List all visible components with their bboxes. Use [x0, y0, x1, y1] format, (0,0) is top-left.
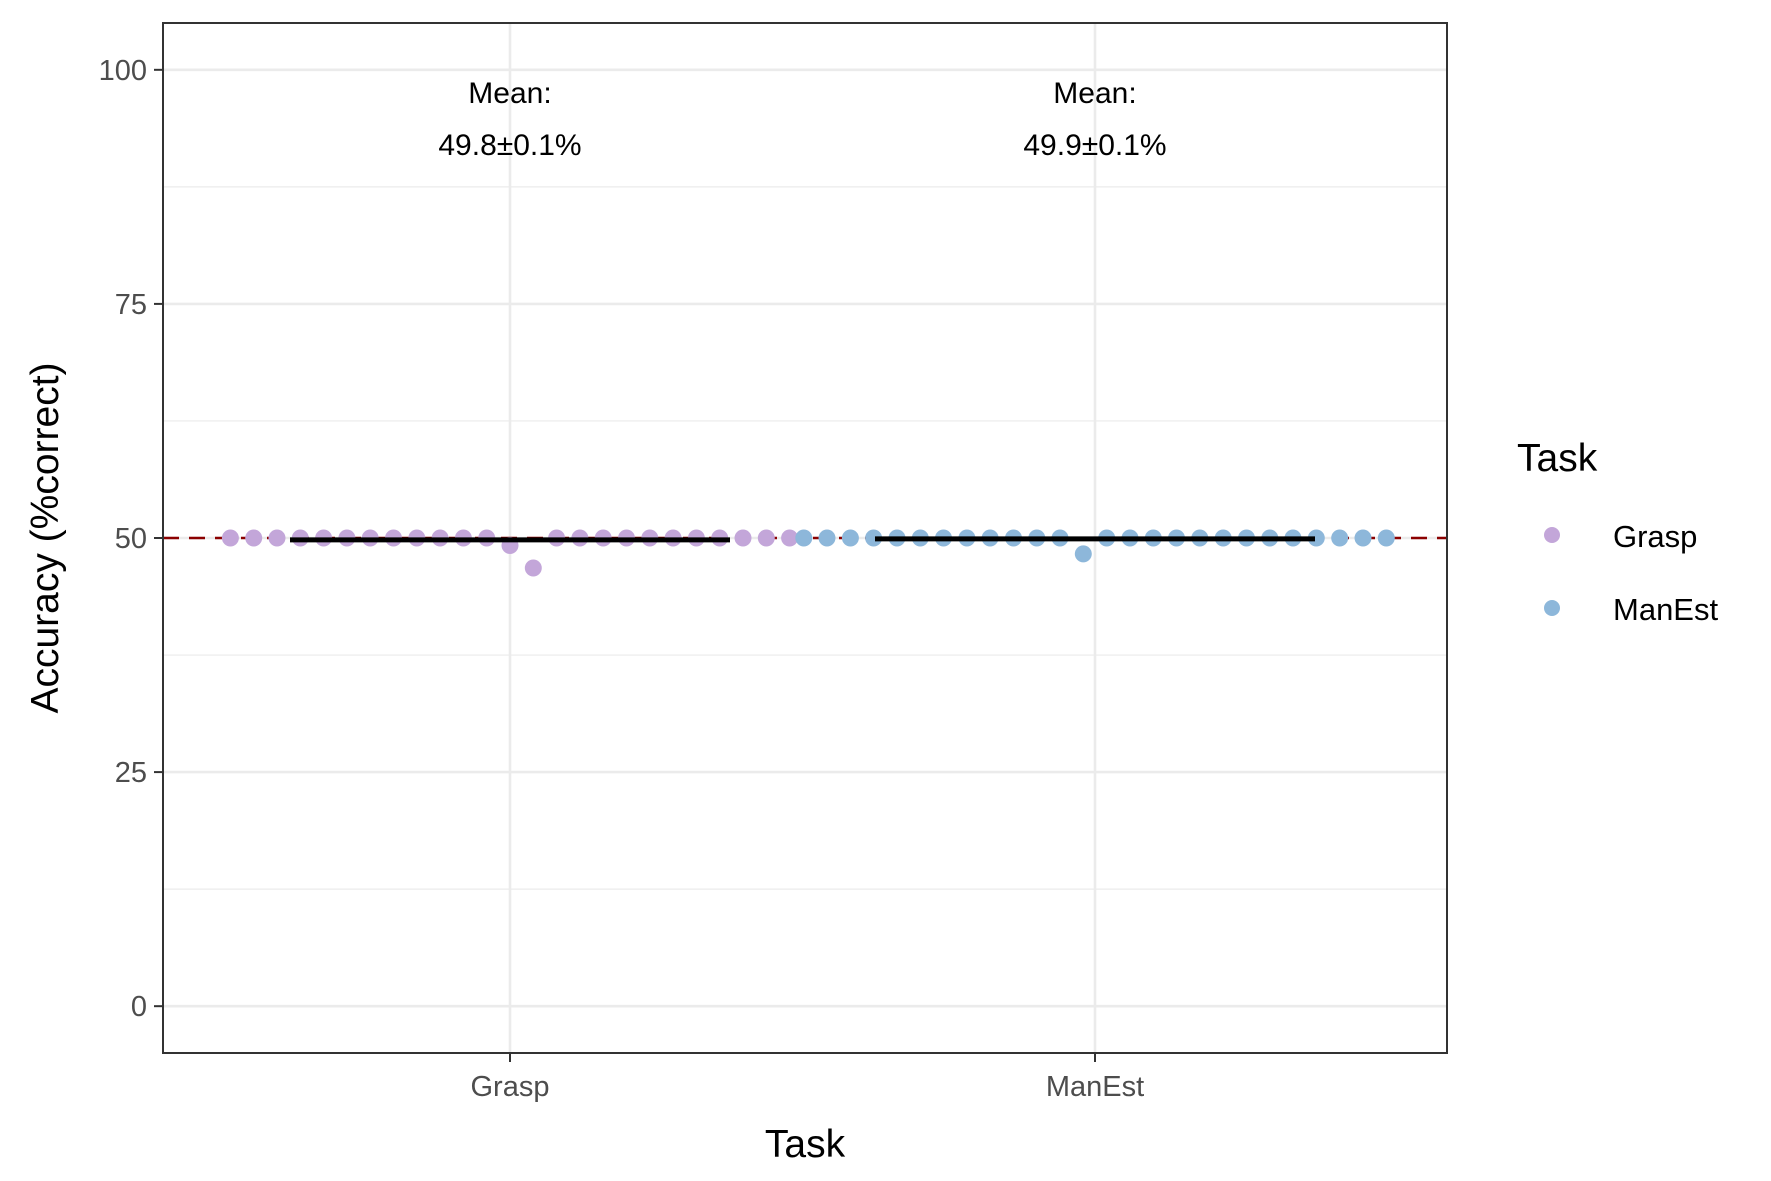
y-tick-label: 100: [99, 55, 147, 87]
legend: Task Grasp ManEst: [1517, 437, 1718, 627]
y-tick-label: 50: [115, 523, 147, 555]
x-axis: Grasp ManEst: [471, 1053, 1144, 1103]
data-point-grasp: [781, 529, 799, 547]
data-point-manest: [795, 529, 813, 547]
mean-annotation-label: Mean:: [468, 77, 551, 110]
mean-annotation-label: Mean:: [1053, 77, 1136, 110]
data-point-grasp: [734, 529, 752, 547]
data-point-manest: [1377, 529, 1395, 547]
y-tick-label: 0: [131, 991, 147, 1023]
y-axis-title: Accuracy (%correct): [24, 362, 67, 713]
data-point-grasp: [221, 529, 239, 547]
data-point-manest: [1354, 529, 1372, 547]
data-point-manest: [1307, 529, 1325, 547]
mean-annotation-value: 49.9±0.1%: [1023, 129, 1166, 162]
data-point-grasp: [757, 529, 775, 547]
data-point-grasp: [245, 529, 263, 547]
data-point-grasp: [524, 559, 542, 577]
data-point-manest: [1331, 529, 1349, 547]
data-point-manest: [818, 529, 836, 547]
mean-bars: [290, 536, 1315, 543]
minor-gridlines: [163, 186, 1447, 890]
y-tick-label: 75: [115, 289, 147, 321]
y-tick-label: 25: [115, 757, 147, 789]
data-point-manest: [841, 529, 859, 547]
y-axis: 0 25 50 75 100: [99, 55, 163, 1023]
data-point-manest: [1074, 545, 1092, 563]
legend-title: Task: [1517, 437, 1598, 480]
legend-key-manest: [1544, 600, 1560, 616]
mean-annotations: Mean: 49.8±0.1% Mean: 49.9±0.1%: [438, 77, 1166, 162]
data-point-manest: [865, 529, 883, 547]
legend-key-grasp: [1544, 527, 1560, 543]
x-tick-label: Grasp: [471, 1071, 550, 1103]
x-tick-label: ManEst: [1046, 1071, 1144, 1103]
mean-annotation-value: 49.8±0.1%: [438, 129, 581, 162]
legend-label-grasp: Grasp: [1613, 519, 1697, 554]
legend-label-manest: ManEst: [1613, 592, 1718, 627]
x-axis-title: Task: [765, 1123, 846, 1166]
data-point-grasp: [268, 529, 286, 547]
